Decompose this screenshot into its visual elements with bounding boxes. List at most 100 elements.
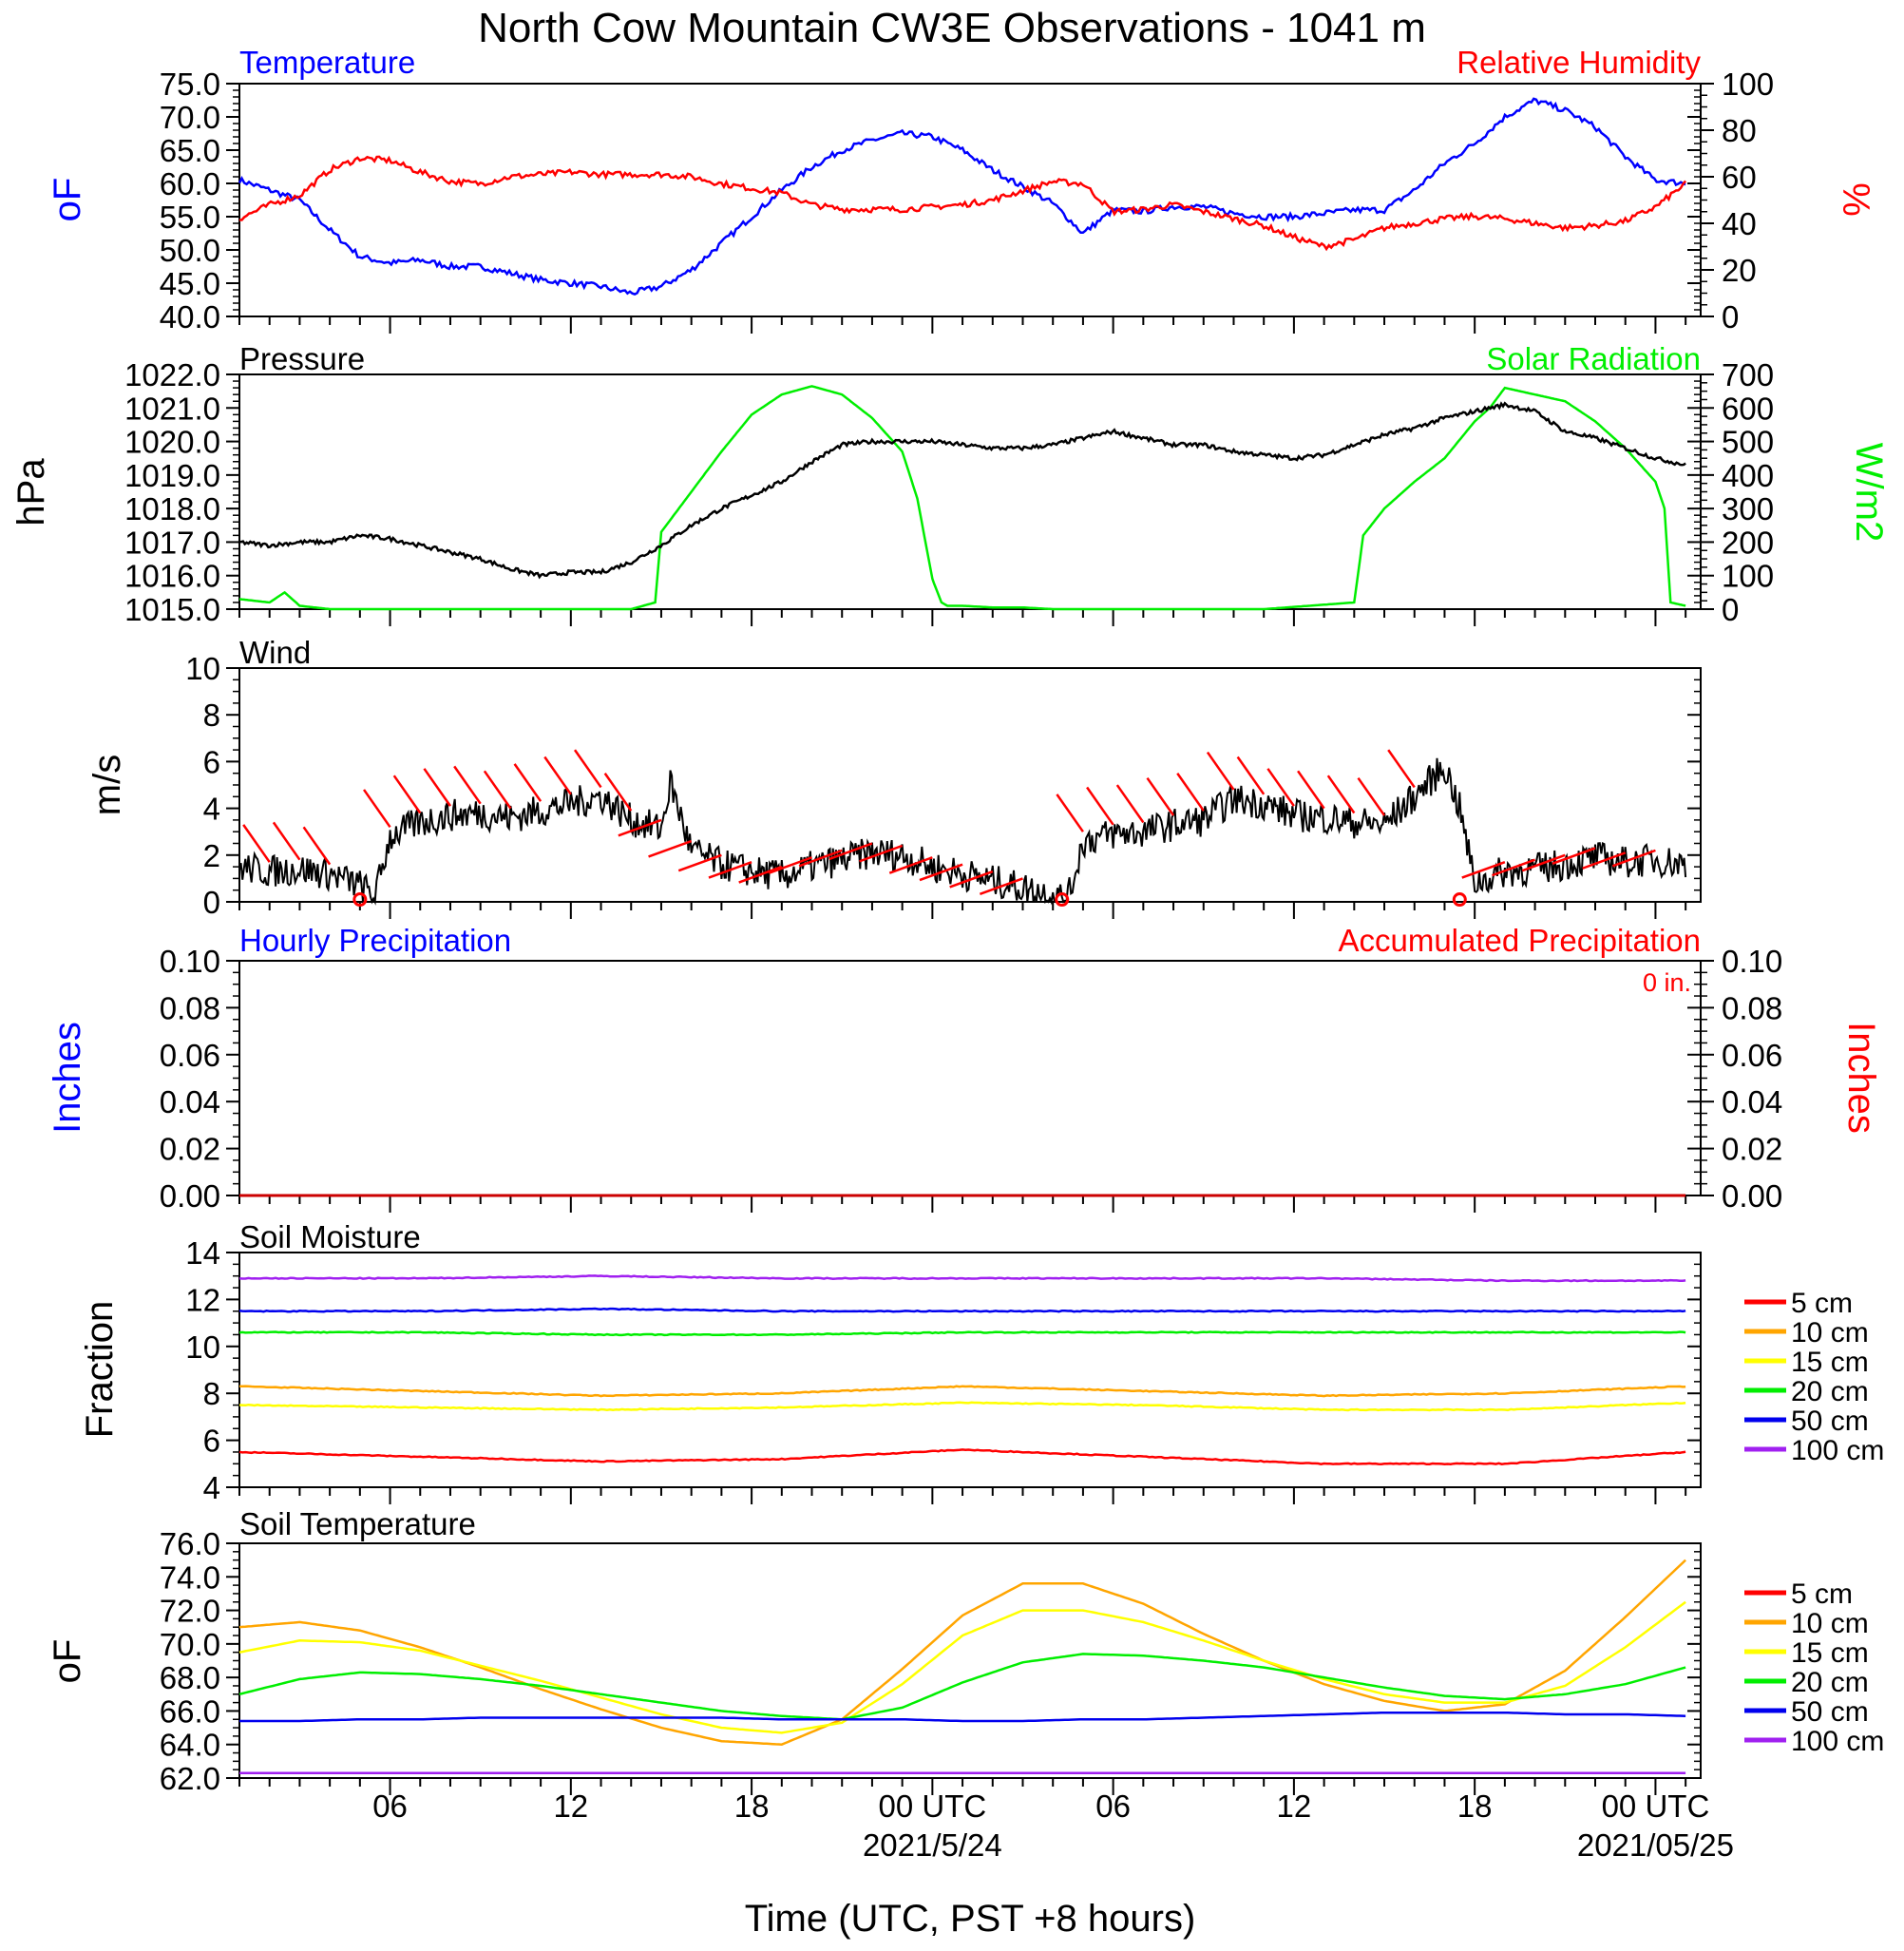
panel-soil-moisture: Soil Moisture Fraction 14 12 10 8 6 4 5 cm10 … xyxy=(79,1219,1884,1505)
y-tick-label: 0 xyxy=(1722,299,1739,335)
wind-barb xyxy=(272,821,301,861)
rh-unit-label: % xyxy=(1835,182,1876,217)
pressure-left-tick-labels: 1022.01021.01020.01019.01018.01017.01016… xyxy=(124,357,1701,627)
calm-wind-marker xyxy=(1055,892,1070,908)
calm-wind-marker xyxy=(1452,892,1467,908)
calm-wind-marker xyxy=(352,892,368,908)
x-date-label: 2021/5/24 xyxy=(863,1827,1002,1863)
y-tick-label: 12 xyxy=(185,1282,220,1317)
y-tick-label: 0.06 xyxy=(160,1038,220,1073)
wind-barb xyxy=(859,844,904,863)
wind-barb xyxy=(543,756,572,795)
legend-label: 100 cm xyxy=(1791,1435,1884,1466)
y-tick-label: 100 xyxy=(1722,67,1774,102)
wind-barb xyxy=(453,765,482,805)
legend-label: 10 cm xyxy=(1791,1317,1869,1348)
pressure-title: Pressure xyxy=(239,341,365,376)
soil-moisture-line-20cm xyxy=(238,1330,1686,1337)
wind-barb xyxy=(1115,784,1145,824)
y-tick-label: 600 xyxy=(1722,391,1774,426)
y-tick-label: 0.08 xyxy=(1722,990,1782,1025)
panel-soil-temp: Soil Temperature oF 76.074.072.070.068.0… xyxy=(47,1506,1884,1796)
y-tick-label: 0.04 xyxy=(1722,1084,1782,1119)
soil-temp-unit-label: oF xyxy=(47,1639,88,1684)
wind-barb xyxy=(603,773,633,812)
legend-label: 10 cm xyxy=(1791,1608,1869,1639)
x-tick-label: 12 xyxy=(1277,1788,1312,1824)
y-tick-label: 0 xyxy=(203,885,220,920)
wind-barb xyxy=(1176,773,1205,812)
y-tick-label: 8 xyxy=(203,1376,220,1411)
legend-label: 50 cm xyxy=(1791,1696,1869,1728)
soil-temp-title: Soil Temperature xyxy=(239,1506,476,1541)
panel-temp-rh: Temperature Relative Humidity oF % 75.07… xyxy=(47,45,1876,335)
wind-barb xyxy=(1236,756,1266,795)
soil-temp-line-10cm xyxy=(238,1559,1686,1746)
wind-barb xyxy=(1461,861,1506,879)
wind-barb xyxy=(483,770,512,810)
y-tick-label: 0.06 xyxy=(1722,1038,1782,1073)
y-tick-label: 14 xyxy=(185,1235,220,1271)
y-tick-label: 45.0 xyxy=(160,266,220,301)
y-tick-label: 65.0 xyxy=(160,133,220,168)
precip-right-unit: Inches xyxy=(1840,1022,1882,1134)
panel-soil-moisture-frame xyxy=(238,1252,1702,1488)
wind-barb xyxy=(1492,858,1536,877)
x-tick-label: 18 xyxy=(734,1788,770,1824)
x-axis-date-labels: 2021/5/24 2021/05/25 xyxy=(863,1827,1734,1863)
soil-temp-xticks xyxy=(238,1778,1687,1795)
y-tick-label: 40 xyxy=(1722,206,1757,241)
soil-moisture-line-15cm xyxy=(238,1401,1686,1412)
panel-precip-frame xyxy=(238,960,1702,1196)
legend-label: 5 cm xyxy=(1791,1578,1853,1610)
y-tick-label: 0.02 xyxy=(160,1132,220,1167)
y-tick-label: 62.0 xyxy=(160,1761,220,1796)
y-tick-label: 80 xyxy=(1722,113,1757,148)
wind-barb xyxy=(1266,768,1295,807)
y-tick-label: 2 xyxy=(203,838,220,873)
soil-temp-line-20cm xyxy=(238,1653,1686,1721)
soil-temp-left-tick-labels: 76.074.072.070.068.066.064.062.0 xyxy=(160,1526,1701,1796)
y-tick-label: 60.0 xyxy=(160,166,220,201)
y-tick-label: 300 xyxy=(1722,491,1774,526)
wind-barb xyxy=(949,870,994,889)
x-tick-label: 06 xyxy=(372,1788,408,1824)
pressure-series-line xyxy=(238,401,1686,580)
x-axis-label: Time (UTC, PST +8 hours) xyxy=(745,1898,1196,1940)
y-tick-label: 700 xyxy=(1722,357,1774,392)
wind-barb xyxy=(513,763,543,802)
y-tick-label: 70.0 xyxy=(160,1627,220,1662)
solar-title: Solar Radiation xyxy=(1486,341,1701,376)
solar-unit-label: W/m2 xyxy=(1848,443,1890,542)
wind-barbs xyxy=(242,749,1656,908)
solar-series-line xyxy=(238,385,1686,611)
precip-xticks xyxy=(238,1195,1687,1213)
soil-moisture-title: Soil Moisture xyxy=(239,1219,421,1254)
soil-moisture-xticks xyxy=(238,1487,1687,1504)
legend-label: 20 cm xyxy=(1791,1376,1869,1407)
soil-temp-line-15cm xyxy=(238,1600,1686,1734)
wind-barb xyxy=(1056,794,1084,832)
legend-label: 5 cm xyxy=(1791,1288,1853,1319)
legend-label: 100 cm xyxy=(1791,1726,1884,1757)
x-tick-label: 00 UTC xyxy=(879,1788,987,1824)
temp-title: Temperature xyxy=(239,45,415,80)
y-tick-label: 0.10 xyxy=(160,944,220,979)
soil-moisture-line-50cm xyxy=(238,1307,1686,1313)
y-tick-label: 200 xyxy=(1722,525,1774,560)
soil-temp-series xyxy=(238,1559,1686,1774)
precip-right-tick-labels: 0.10 0.08 0.06 0.04 0.02 0.00 xyxy=(1701,944,1782,1214)
wind-barb xyxy=(392,775,422,814)
panel-pressure-frame xyxy=(238,373,1702,610)
temp-xticks xyxy=(238,316,1687,334)
y-tick-label: 1018.0 xyxy=(124,491,220,526)
y-tick-label: 500 xyxy=(1722,425,1774,460)
y-tick-label: 0.00 xyxy=(160,1178,220,1214)
panel-temp-rh-frame xyxy=(238,83,1702,317)
pressure-xticks xyxy=(238,609,1687,626)
y-tick-label: 64.0 xyxy=(160,1728,220,1763)
y-tick-label: 0.02 xyxy=(1722,1132,1782,1167)
wind-barb xyxy=(677,853,722,872)
